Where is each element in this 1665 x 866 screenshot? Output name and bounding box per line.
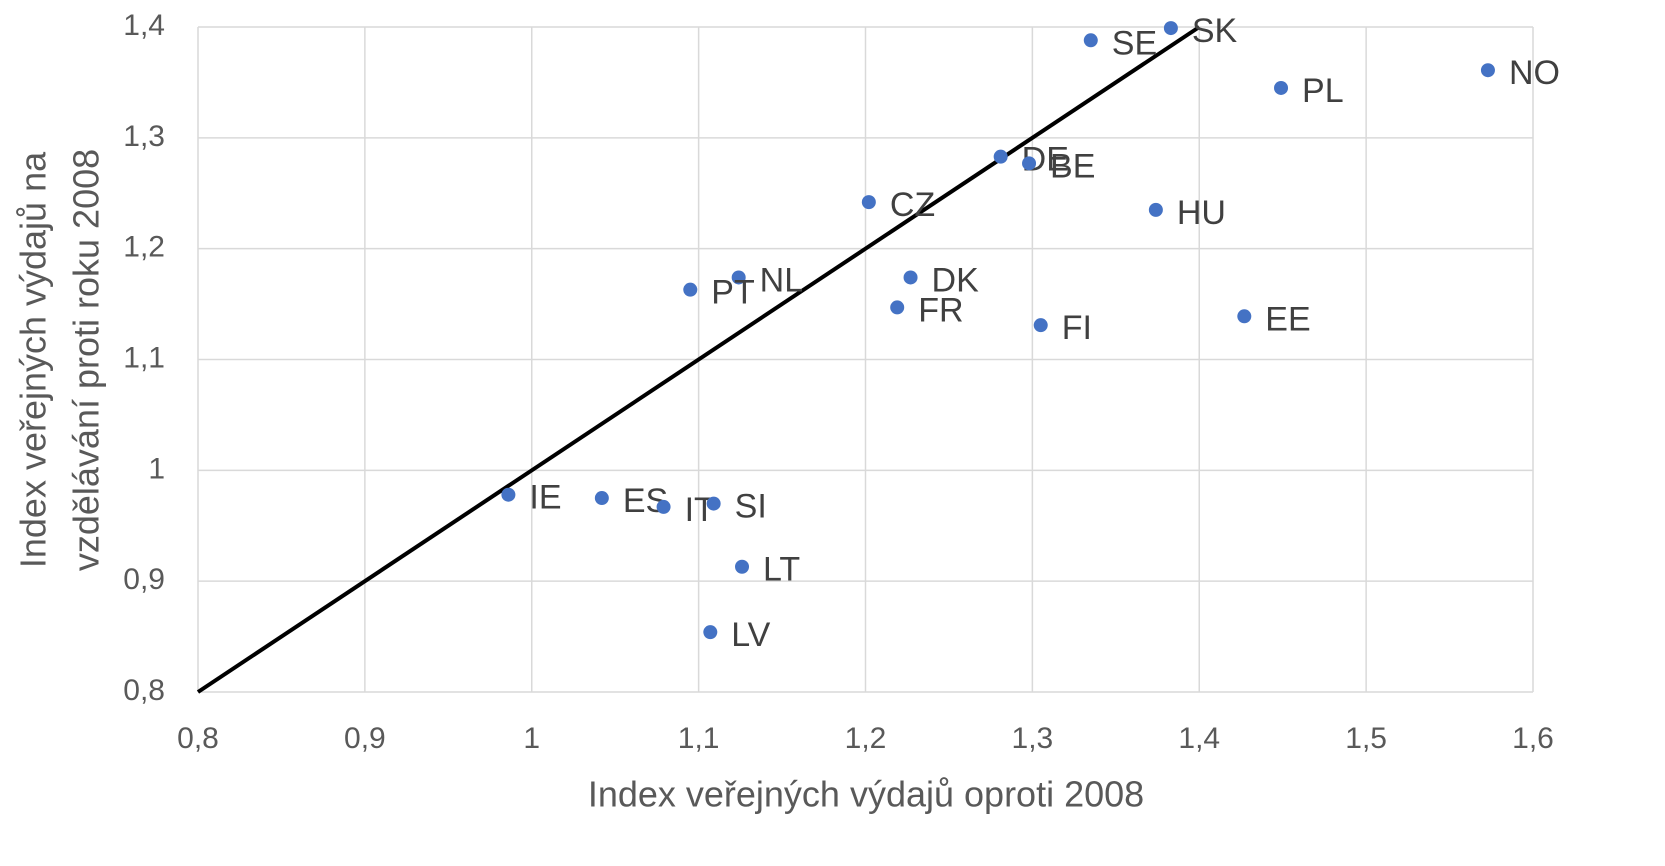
y-tick-label: 1 [148, 452, 165, 485]
data-point [656, 499, 671, 514]
point-label: NL [760, 261, 803, 299]
x-tick-label: 1,1 [678, 722, 720, 755]
data-point [1083, 33, 1098, 48]
point-label: IE [529, 479, 561, 517]
x-tick-label: 1,3 [1012, 722, 1054, 755]
data-point [706, 496, 721, 511]
y-tick-label: 1,3 [123, 120, 165, 153]
point-label: IT [685, 491, 715, 529]
data-point [1022, 156, 1037, 171]
x-axis-title: Index veřejných výdajů oproti 2008 [588, 774, 1144, 815]
data-point [1033, 318, 1048, 333]
point-label: NO [1509, 54, 1560, 92]
data-point [735, 559, 750, 574]
y-tick-label: 1,1 [123, 341, 165, 374]
point-label: DK [932, 261, 980, 299]
point-label: SK [1192, 12, 1238, 50]
data-point [903, 270, 918, 285]
x-tick-label: 0,8 [177, 722, 219, 755]
point-label: EE [1265, 300, 1310, 338]
y-tick-label: 0,8 [123, 674, 165, 707]
y-tick-label: 1,4 [123, 9, 165, 42]
point-label: BE [1050, 147, 1095, 185]
data-point [683, 282, 698, 297]
data-point [861, 195, 876, 210]
x-tick-label: 1 [523, 722, 540, 755]
x-tick-label: 1,4 [1178, 722, 1220, 755]
y-axis-title: vzdělávání proti roku 2008 [66, 149, 107, 571]
data-point [703, 625, 718, 640]
data-point [731, 270, 746, 285]
x-tick-label: 0,9 [344, 722, 386, 755]
data-point [993, 149, 1008, 164]
point-label: LT [763, 551, 800, 589]
x-tick-label: 1,5 [1345, 722, 1387, 755]
point-label: FR [918, 291, 963, 329]
point-label: FI [1062, 309, 1092, 347]
data-point [1148, 202, 1163, 217]
data-point [594, 491, 609, 506]
point-label: HU [1177, 194, 1226, 232]
data-point [1274, 80, 1289, 95]
point-label: PT [711, 274, 754, 312]
y-axis-title: Index veřejných výdajů na [13, 151, 54, 568]
point-label: CZ [890, 186, 935, 224]
y-tick-label: 1,2 [123, 231, 165, 264]
y-tick-label: 0,9 [123, 563, 165, 596]
data-point [1237, 309, 1252, 324]
data-point [1163, 21, 1178, 36]
data-point [501, 487, 516, 502]
point-label: SE [1112, 24, 1157, 62]
data-point [1480, 63, 1495, 78]
point-label: SI [735, 488, 767, 526]
point-label: PL [1302, 72, 1344, 110]
x-tick-label: 1,2 [845, 722, 887, 755]
point-label: LV [731, 616, 770, 654]
data-point [890, 300, 905, 315]
reference-line [196, 25, 1201, 694]
x-tick-label: 1,6 [1512, 722, 1554, 755]
